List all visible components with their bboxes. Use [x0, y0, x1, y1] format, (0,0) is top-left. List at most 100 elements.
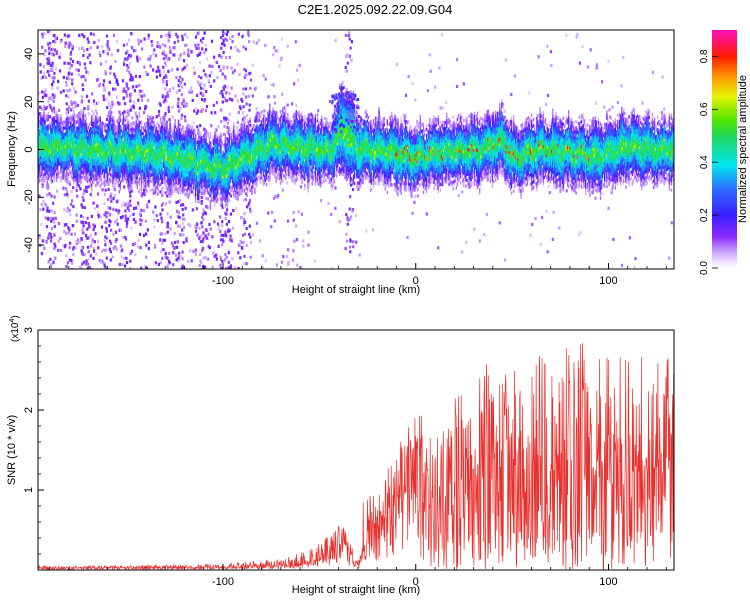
ridge-cell [95, 146, 97, 150]
ridge-cell [66, 174, 68, 178]
noise-cell [99, 62, 103, 66]
noise-cell [70, 232, 73, 236]
ridge-cell [81, 161, 83, 165]
ridge-cell [100, 125, 102, 129]
noise-cell [307, 189, 310, 193]
ridge-cell [67, 145, 70, 149]
noise-cell [76, 238, 80, 242]
noise-cell [159, 103, 162, 107]
streak-cell [220, 238, 223, 242]
ridge-cell [96, 118, 98, 122]
ridge-cell [85, 141, 88, 145]
ridge-cell [60, 151, 62, 155]
noise-cell [44, 49, 47, 53]
ridge-cell [79, 148, 81, 152]
streak-cell [346, 216, 349, 220]
streak-cell [183, 188, 186, 192]
noise-cell [140, 94, 143, 98]
ridge-cell [74, 125, 76, 129]
ridge-cell [105, 136, 108, 140]
ridge-cell [91, 171, 93, 175]
streak-cell [83, 107, 86, 110]
ridge-cell [56, 123, 58, 127]
streak-cell [179, 233, 182, 237]
ridge-cell [56, 110, 58, 114]
noise-cell [44, 203, 47, 207]
ridge-cell [82, 172, 84, 176]
streak-cell [50, 47, 53, 51]
noise-cell [129, 267, 132, 269]
chart-title: C2E1.2025.092.22.09.G04 [298, 2, 453, 17]
noise-cell [196, 222, 199, 226]
ridge-cell [39, 163, 41, 167]
ridge-cell [97, 125, 99, 129]
ridge-cell [86, 151, 89, 155]
streak-cell [87, 99, 90, 103]
ridge-cell [85, 126, 88, 130]
ridge-cell [60, 139, 62, 143]
noise-cell [210, 124, 213, 128]
streak-cell [45, 105, 48, 109]
noise-cell [483, 233, 486, 237]
ridge-cell [84, 138, 86, 142]
noise-cell [264, 44, 267, 48]
ridge-cell [64, 120, 66, 124]
noise-cell [84, 185, 88, 189]
ridge-cell [66, 162, 68, 166]
noise-cell [213, 220, 216, 224]
ridge-cell [43, 133, 45, 137]
ridge-cell [89, 170, 92, 174]
ridge-cell [46, 143, 48, 147]
ridge-cell [44, 141, 46, 145]
ridge-cell [152, 129, 154, 134]
ridge-cell [80, 165, 82, 169]
streak-cell [223, 116, 226, 120]
ridge-cell [78, 148, 80, 152]
ridge-cell [66, 168, 68, 172]
noise-cell [112, 246, 115, 251]
streak-cell [52, 99, 55, 103]
ridge-cell [75, 122, 77, 126]
noise-cell [134, 111, 137, 115]
noise-cell [234, 266, 237, 269]
ridge-cell [38, 174, 40, 178]
noise-cell [203, 83, 206, 87]
noise-cell [143, 93, 146, 97]
streak-cell [49, 68, 53, 71]
noise-cell [212, 251, 215, 255]
streak-cell [86, 236, 89, 240]
noise-cell [68, 77, 71, 81]
ridge-cell [148, 119, 150, 123]
noise-cell [103, 201, 106, 206]
noise-cell [210, 111, 213, 115]
noise-cell [181, 68, 184, 72]
ridge-cell [89, 176, 92, 180]
ridge-cell [98, 167, 100, 171]
noise-cell [234, 94, 237, 98]
ridge-cell [68, 166, 71, 170]
noise-cell [100, 249, 103, 253]
ridge-cell [63, 154, 65, 158]
ridge-cell [57, 117, 59, 121]
ridge-cell [92, 165, 94, 169]
ridge-cell [94, 171, 96, 175]
streak-cell [179, 224, 182, 228]
ridge-cell [57, 154, 59, 158]
streak-cell [243, 254, 246, 258]
ridge-cell [63, 157, 65, 161]
noise-cell [307, 243, 310, 247]
noise-cell [155, 75, 158, 79]
ridge-cell [95, 162, 97, 166]
ridge-cell [55, 159, 57, 164]
noise-cell [293, 82, 296, 86]
ridge-cell [46, 168, 48, 172]
ridge-cell [93, 143, 95, 147]
streak-cell [104, 220, 107, 224]
noise-cell [225, 116, 228, 120]
noise-cell [91, 238, 94, 242]
ridge-cell [99, 169, 101, 173]
noise-cell [149, 55, 152, 59]
noise-cell [83, 189, 86, 193]
ridge-cell [44, 144, 46, 148]
ridge-cell [98, 149, 100, 153]
